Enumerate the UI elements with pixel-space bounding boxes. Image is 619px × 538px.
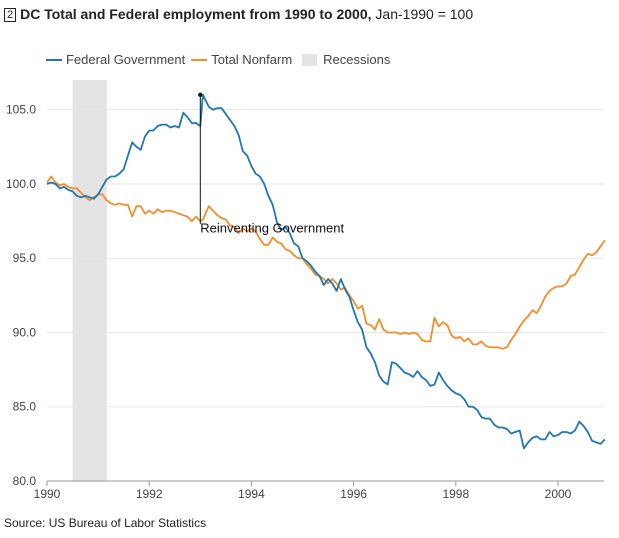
y-tick-label: 90.0 [13,325,37,339]
annotation-label: Reinventing Government [200,221,344,236]
annotation-point [198,92,203,98]
legend-label-nonfarm: Total Nonfarm [211,52,293,67]
title-suffix: Jan-1990 = 100 [375,6,474,22]
x-tick-label: 1998 [442,487,469,501]
x-tick-label: 1994 [238,487,265,501]
legend-swatch-nonfarm [191,58,208,61]
y-tick-label: 100.0 [6,177,36,191]
series-line-federal-government [46,94,606,450]
series-line-total-nonfarm [46,175,606,350]
legend-label-recessions: Recessions [323,52,391,67]
legend-item-recessions: Recessions [298,52,390,67]
legend: Federal Government Total Nonfarm Recessi… [46,52,396,67]
source-note: Source: US Bureau of Labor Statistics [4,516,207,530]
x-tick-label: 1990 [34,487,61,501]
legend-label-federal: Federal Government [66,52,186,67]
x-tick-label: 1992 [136,487,163,501]
recession-band [72,80,107,481]
legend-swatch-recessions [302,53,318,66]
y-tick-label: 85.0 [13,400,37,414]
x-tick-label: 2000 [545,487,572,501]
legend-item-federal: Federal Government [46,52,185,67]
title-main: DC Total and Federal employment from 199… [20,6,372,22]
chart-title: 2 DC Total and Federal employment from 19… [4,6,473,22]
x-tick-label: 1996 [340,487,367,501]
y-tick-label: 95.0 [13,251,37,265]
figure-number: 2 [4,8,17,22]
y-tick-label: 80.0 [13,474,37,488]
y-tick-label: 105.0 [6,103,36,117]
legend-item-nonfarm: Total Nonfarm [191,52,292,67]
legend-swatch-federal [46,58,62,61]
